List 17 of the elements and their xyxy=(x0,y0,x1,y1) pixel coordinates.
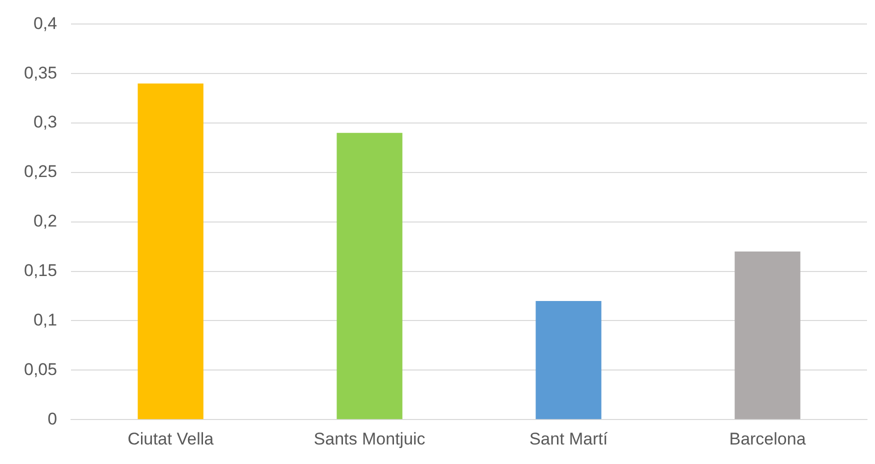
y-tick-label: 0,3 xyxy=(33,112,58,132)
y-tick-label: 0,05 xyxy=(24,360,58,379)
bar xyxy=(336,132,402,420)
y-tick-label: 0,15 xyxy=(24,261,58,280)
x-tick-label: Sants Montjuic xyxy=(314,429,426,448)
x-tick-label: Sant Martí xyxy=(529,429,608,448)
x-tick-label: Barcelona xyxy=(729,429,806,448)
bar xyxy=(734,252,800,420)
bar xyxy=(536,300,602,420)
y-tick-label: 0,2 xyxy=(33,212,58,231)
y-tick-label: 0,1 xyxy=(33,310,58,330)
y-tick-label: 0 xyxy=(48,409,58,428)
y-tick-label: 0,4 xyxy=(33,14,58,33)
y-tick-label: 0,25 xyxy=(24,162,58,182)
bar xyxy=(138,84,204,420)
x-tick-label: Ciutat Vella xyxy=(128,429,214,448)
y-tick-label: 0,35 xyxy=(24,63,58,82)
